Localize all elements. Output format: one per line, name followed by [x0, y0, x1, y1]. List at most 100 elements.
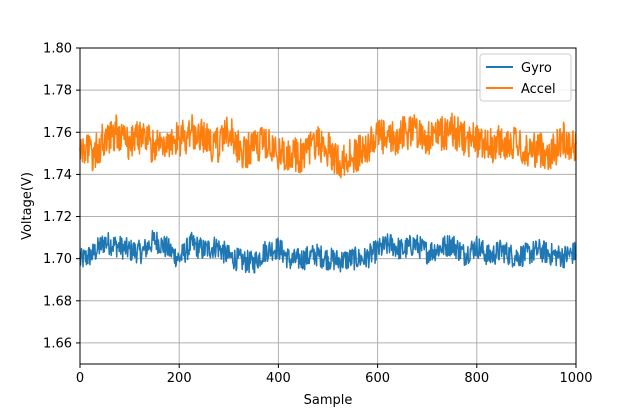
data-point-accel: [240, 153, 242, 155]
data-point-gyro: [451, 243, 453, 245]
data-point-gyro: [526, 254, 528, 256]
data-point-accel: [550, 153, 552, 155]
data-point-accel: [92, 155, 94, 157]
data-point-accel: [228, 129, 230, 131]
data-point-gyro: [228, 256, 230, 258]
data-point-gyro: [141, 252, 143, 254]
series-line-accel: [79, 112, 577, 179]
legend-label-accel: Accel: [521, 82, 556, 97]
y-tick-label: 1.74: [43, 168, 72, 183]
series-layer: [79, 112, 577, 274]
data-point-gyro: [488, 256, 490, 258]
data-point-accel: [451, 129, 453, 131]
data-point-accel: [116, 131, 118, 133]
data-point-accel: [476, 140, 478, 142]
data-point-gyro: [426, 252, 428, 254]
data-point-accel: [426, 138, 428, 140]
data-point-accel: [203, 138, 205, 140]
data-point-accel: [129, 142, 131, 144]
series-line-gyro: [79, 230, 577, 274]
data-point-gyro: [550, 254, 552, 256]
x-axis-label: Sample: [304, 393, 353, 408]
data-point-gyro: [253, 262, 255, 264]
data-point-accel: [563, 138, 565, 140]
data-point-accel: [191, 131, 193, 133]
data-point-gyro: [265, 249, 267, 251]
data-point-gyro: [302, 258, 304, 260]
data-point-gyro: [191, 243, 193, 245]
data-point-gyro: [216, 245, 218, 247]
data-point-gyro: [278, 247, 280, 249]
y-tick-label: 1.76: [43, 126, 72, 141]
data-point-accel: [538, 148, 540, 150]
y-tick-label: 1.66: [43, 336, 72, 351]
data-point-gyro: [501, 249, 503, 251]
data-point-accel: [265, 142, 267, 144]
legend-box: [479, 53, 572, 102]
data-point-accel: [327, 148, 329, 150]
data-point-accel: [414, 127, 416, 129]
data-point-accel: [513, 144, 515, 146]
x-tick-label: 200: [167, 371, 192, 386]
data-point-accel: [402, 134, 404, 136]
data-point-gyro: [414, 243, 416, 245]
data-point-gyro: [327, 258, 329, 260]
data-point-accel: [488, 146, 490, 148]
data-point-accel: [389, 140, 391, 142]
data-point-accel: [216, 146, 218, 148]
legend-label-gyro: Gyro: [521, 61, 552, 76]
data-point-accel: [290, 150, 292, 152]
x-tick-label: 600: [365, 371, 390, 386]
data-point-gyro: [389, 243, 391, 245]
data-point-gyro: [203, 249, 205, 251]
x-tick-label: 400: [266, 371, 291, 386]
data-point-gyro: [240, 260, 242, 262]
data-point-gyro: [178, 258, 180, 260]
data-point-accel: [154, 146, 156, 148]
legend: Gyro Accel: [479, 53, 572, 102]
data-point-accel: [377, 136, 379, 138]
data-point-accel: [178, 140, 180, 142]
y-tick-label: 1.78: [43, 84, 72, 99]
y-axis-label: Voltage(V): [20, 172, 35, 240]
data-point-accel: [340, 161, 342, 163]
data-point-gyro: [352, 258, 354, 260]
y-tick-label: 1.68: [43, 294, 72, 309]
data-point-accel: [364, 150, 366, 152]
x-tick-label: 0: [76, 371, 84, 386]
data-point-gyro: [290, 260, 292, 262]
data-point-accel: [166, 138, 168, 140]
data-point-gyro: [464, 254, 466, 256]
data-point-gyro: [513, 256, 515, 258]
data-point-accel: [464, 138, 466, 140]
y-tick-label: 1.72: [43, 210, 72, 225]
y-tick-label: 1.80: [43, 42, 72, 57]
data-point-accel: [141, 136, 143, 138]
data-point-accel: [526, 150, 528, 152]
data-point-accel: [253, 146, 255, 148]
data-point-gyro: [104, 241, 106, 243]
data-point-accel: [302, 157, 304, 159]
data-point-accel: [352, 155, 354, 157]
data-point-gyro: [377, 249, 379, 251]
data-point-gyro: [315, 254, 317, 256]
data-point-accel: [439, 134, 441, 136]
data-point-gyro: [340, 260, 342, 262]
data-point-accel: [315, 140, 317, 142]
axes: 0 200 400 600 800 1000 1.66 1.68 1.70 1.72 1.74 1.7…: [43, 42, 593, 387]
data-point-accel: [104, 138, 106, 140]
plot-frame: [79, 47, 577, 365]
data-point-gyro: [563, 256, 565, 258]
data-point-gyro: [166, 247, 168, 249]
data-point-gyro: [129, 249, 131, 251]
y-tick-label: 1.70: [43, 252, 72, 267]
data-point-gyro: [476, 245, 478, 247]
data-point-gyro: [364, 258, 366, 260]
x-tick-label: 1000: [559, 371, 592, 386]
data-point-gyro: [402, 249, 404, 251]
data-point-accel: [278, 155, 280, 157]
data-point-gyro: [116, 245, 118, 247]
x-tick-label: 800: [464, 371, 489, 386]
data-point-gyro: [154, 239, 156, 241]
